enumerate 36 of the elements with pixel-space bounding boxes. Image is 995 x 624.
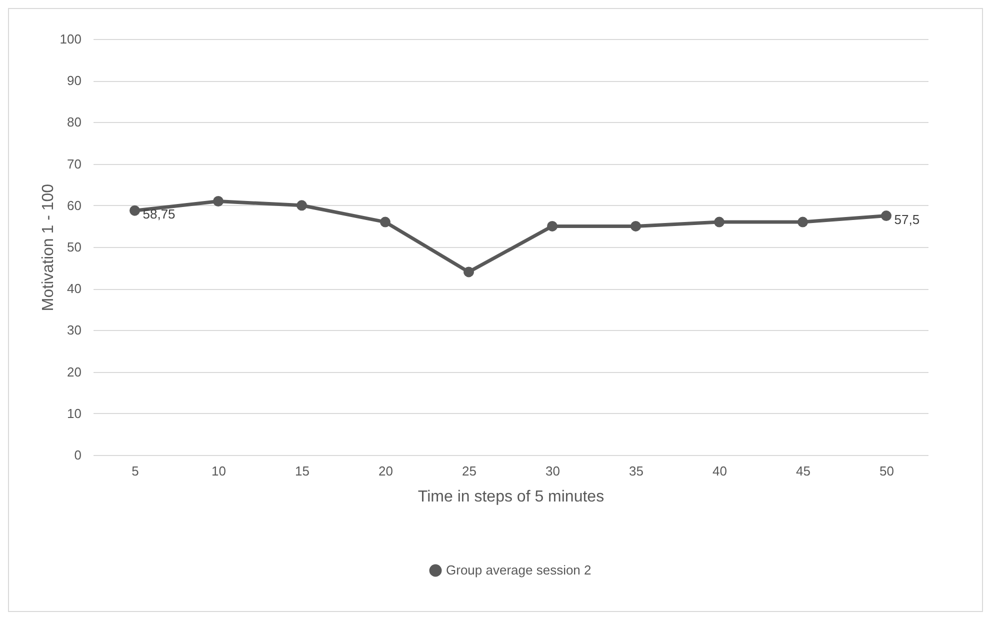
point: [881, 210, 892, 222]
legend-label: Group average session 2: [446, 562, 592, 578]
x-tick-label: 5: [132, 464, 139, 478]
x-tick-label: 45: [796, 464, 810, 478]
point: [380, 216, 390, 228]
x-tick-label: 20: [378, 464, 393, 478]
point: [464, 266, 474, 278]
y-tick-label: 20: [67, 364, 82, 380]
x-tick-label: 35: [629, 464, 644, 478]
y-tick-label: 80: [67, 114, 82, 130]
x-tick-label: 25: [462, 464, 476, 478]
point: [130, 205, 140, 216]
y-tick-label: 30: [67, 322, 82, 338]
x-axis-title: Time in steps of 5 minutes: [418, 488, 604, 506]
point: [296, 200, 307, 211]
y-tick-label: 10: [67, 406, 82, 421]
y-tick-label: 0: [74, 448, 82, 462]
y-tick-label: 100: [60, 32, 82, 46]
point: [714, 216, 724, 228]
y-tick-label: 50: [67, 240, 82, 254]
y-tick-label: 60: [67, 198, 82, 213]
x-tick-label: 50: [880, 464, 894, 478]
data-label: 57,5: [894, 212, 920, 227]
x-tick-label: 10: [212, 464, 226, 478]
data-label: 58,75: [142, 206, 176, 222]
x-tick-label: 40: [712, 464, 727, 478]
x-tick-label: 30: [546, 464, 560, 478]
x-tick-label: 15: [295, 464, 310, 478]
point: [798, 216, 808, 228]
y-tick-label: 70: [67, 156, 82, 172]
y-tick-label: 90: [67, 73, 82, 88]
point: [213, 196, 224, 206]
point: [547, 220, 558, 232]
y-axis-title: Motivation 1 - 100: [40, 184, 57, 312]
point: [630, 220, 641, 232]
y-tick-label: 40: [67, 281, 82, 296]
